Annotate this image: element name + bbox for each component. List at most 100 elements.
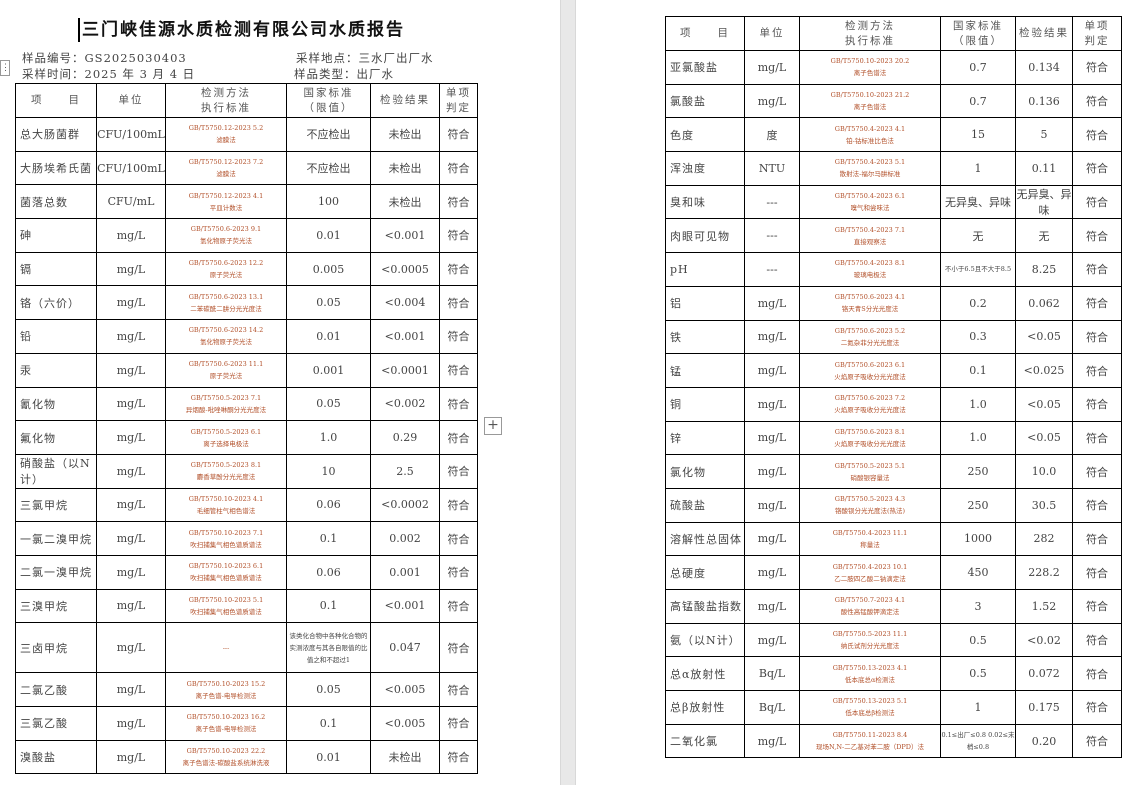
judgement: 符合 <box>1072 319 1122 355</box>
standard-limit: 无 <box>940 218 1016 254</box>
table-header-row: 项 目 单位 检测方法 执行标准 国家标准 （限值） 检验结果 单项 判定 <box>15 83 478 118</box>
unit: CFU/100mL <box>96 117 166 152</box>
item-name: 总大肠菌群 <box>15 117 97 152</box>
unit: mg/L <box>744 353 800 388</box>
table-row: 亚氯酸盐 mg/L GB/T5750.10-2023 20.2 离子色谱法 0.7… <box>665 50 1122 85</box>
standard-limit: 0.1≤出厂≤0.8 0.02≤末梢≤0.8 <box>940 723 1016 759</box>
table-row: 锌 mg/L GB/T5750.6-2023 8.1 火焰原子吸收分光光度法 1.… <box>665 420 1122 456</box>
standard-limit: 0.1 <box>286 588 371 624</box>
page-gap-scrollbar <box>560 0 576 785</box>
judgement: 符合 <box>439 319 478 354</box>
table-move-handle[interactable]: ⋮ <box>0 60 10 76</box>
result: 0.134 <box>1015 50 1073 85</box>
header-standard: 国家标准 （限值） <box>940 16 1016 51</box>
table-row: 总β放射性 Bq/L GB/T5750.13-2023 5.1 低本底总β检测法 … <box>665 690 1122 725</box>
judgement: 符合 <box>1072 50 1122 85</box>
table-row: 大肠埃希氏菌 CFU/100mL GB/T5750.12-2023 7.2 滤膜法… <box>15 150 478 186</box>
item-name: 大肠埃希氏菌 <box>15 150 97 186</box>
result: <0.0001 <box>370 352 440 388</box>
header-unit: 单位 <box>96 83 166 118</box>
method: GB/T5750.4-2023 7.1 直接观察法 <box>799 218 941 254</box>
item-name: 三氯乙酸 <box>15 706 97 741</box>
method: GB/T5750.10-2023 22.2 离子色谱法-碳酸盐系统淋洗液 <box>165 739 287 775</box>
method: GB/T5750.6-2023 8.1 火焰原子吸收分光光度法 <box>799 420 941 456</box>
judgement: 符合 <box>1072 656 1122 692</box>
table-row: 三氯甲烷 mg/L GB/T5750.10-2023 4.1 毛细管柱气相色谱法 … <box>15 487 478 523</box>
header-unit: 单位 <box>744 16 800 51</box>
unit: Bq/L <box>744 690 800 725</box>
add-row-button[interactable]: + <box>484 417 502 435</box>
unit: mg/L <box>744 386 800 422</box>
item-name: 肉眼可见物 <box>665 218 745 254</box>
item-name: 铬（六价） <box>15 285 97 321</box>
result: 10.0 <box>1015 454 1073 489</box>
table-row: 铅 mg/L GB/T5750.6-2023 14.2 氢化物原子荧光法 0.01… <box>15 319 478 354</box>
item-name: 铅 <box>15 319 97 354</box>
unit: mg/L <box>96 521 166 556</box>
header-result: 检验结果 <box>1015 16 1073 51</box>
method: GB/T5750.4-2023 4.1 铂-钴标准比色法 <box>799 117 941 153</box>
table-row: 色度 度 GB/T5750.4-2023 4.1 铂-钴标准比色法 15 5 符合 <box>665 117 1122 153</box>
standard-limit: 0.06 <box>286 487 371 523</box>
method: GB/T5750.13-2023 4.1 低本底总α检测法 <box>799 656 941 692</box>
result: 228.2 <box>1015 555 1073 590</box>
header-item: 项 目 <box>665 16 745 51</box>
result: 2.5 <box>370 453 440 489</box>
item-name: 硫酸盐 <box>665 487 745 523</box>
result: <0.0002 <box>370 487 440 523</box>
standard-limit: 0.06 <box>286 554 371 590</box>
header-method: 检测方法 执行标准 <box>799 16 941 51</box>
result: 未检出 <box>370 184 440 220</box>
result: 0.29 <box>370 420 440 455</box>
unit: mg/L <box>744 83 800 119</box>
method: GB/T5750.4-2023 8.1 玻璃电极法 <box>799 252 941 287</box>
table-row: 溴酸盐 mg/L GB/T5750.10-2023 22.2 离子色谱法-碳酸盐系… <box>15 739 478 775</box>
method: GB/T5750.5-2023 5.1 硝酸银容量法 <box>799 454 941 489</box>
result: 0.175 <box>1015 690 1073 725</box>
result: <0.001 <box>370 588 440 624</box>
unit: mg/L <box>96 554 166 590</box>
method: GB/T5750.4-2023 10.1 乙二胺四乙酸二钠滴定法 <box>799 555 941 590</box>
method: GB/T5750.6-2023 5.2 二氮杂菲分光光度法 <box>799 319 941 355</box>
unit: mg/L <box>744 50 800 85</box>
table-row: 菌落总数 CFU/mL GB/T5750.12-2023 4.1 平皿计数法 10… <box>15 184 478 220</box>
method: GB/T5750.6-2023 11.1 原子荧光法 <box>165 352 287 388</box>
method: GB/T5750.6-2023 7.2 火焰原子吸收分光光度法 <box>799 386 941 422</box>
result: 1.52 <box>1015 589 1073 624</box>
standard-limit: 0.3 <box>940 319 1016 355</box>
method: GB/T5750.11-2023 8.4 现场N,N-二乙基对苯二胺（DPD）法 <box>799 723 941 759</box>
judgement: 符合 <box>1072 555 1122 590</box>
judgement: 符合 <box>439 386 478 422</box>
judgement: 符合 <box>439 420 478 455</box>
sample-time: 采样时间：2025 年 3 月 4 日 <box>22 67 196 81</box>
standard-limit: 0.1 <box>286 521 371 556</box>
table-row: 氰化物 mg/L GB/T5750.5-2023 7.1 异烟酸-吡唑啉酮分光光度… <box>15 386 478 422</box>
judgement: 符合 <box>1072 690 1122 725</box>
judgement: 符合 <box>439 150 478 186</box>
judgement: 符合 <box>1072 622 1122 658</box>
table-row: 氟化物 mg/L GB/T5750.5-2023 6.1 离子选择电极法 1.0 … <box>15 420 478 455</box>
standard-limit: 0.001 <box>286 352 371 388</box>
result: <0.004 <box>370 285 440 321</box>
method: GB/T5750.5-2023 6.1 离子选择电极法 <box>165 420 287 455</box>
item-name: 二氯乙酸 <box>15 672 97 707</box>
item-name: 氯化物 <box>665 454 745 489</box>
table-row: 肉眼可见物 --- GB/T5750.4-2023 7.1 直接观察法 无 无 符… <box>665 218 1122 254</box>
unit: mg/L <box>96 319 166 354</box>
judgement: 符合 <box>439 487 478 523</box>
method: GB/T5750.10-2023 6.1 吹扫捕集气相色谱质谱法 <box>165 554 287 590</box>
table-row: 锰 mg/L GB/T5750.6-2023 6.1 火焰原子吸收分光光度法 0.… <box>665 353 1122 388</box>
judgement: 符合 <box>1072 487 1122 523</box>
method: GB/T5750.6-2023 9.1 氢化物原子荧光法 <box>165 218 287 253</box>
standard-limit: 1.0 <box>286 420 371 455</box>
method: GB/T5750.4-2023 11.1 称量法 <box>799 521 941 557</box>
result: <0.002 <box>370 386 440 422</box>
unit: mg/L <box>96 352 166 388</box>
method: GB/T5750.5-2023 4.3 铬酸钡分光光度法(热法) <box>799 487 941 523</box>
standard-limit: 0.005 <box>286 251 371 287</box>
method: GB/T5750.10-2023 7.1 吹扫捕集气相色谱质谱法 <box>165 521 287 556</box>
item-name: 一氯二溴甲烷 <box>15 521 97 556</box>
header-judgement: 单项 判定 <box>439 83 478 118</box>
method: GB/T5750.5-2023 7.1 异烟酸-吡唑啉酮分光光度法 <box>165 386 287 422</box>
standard-limit: 1000 <box>940 521 1016 557</box>
